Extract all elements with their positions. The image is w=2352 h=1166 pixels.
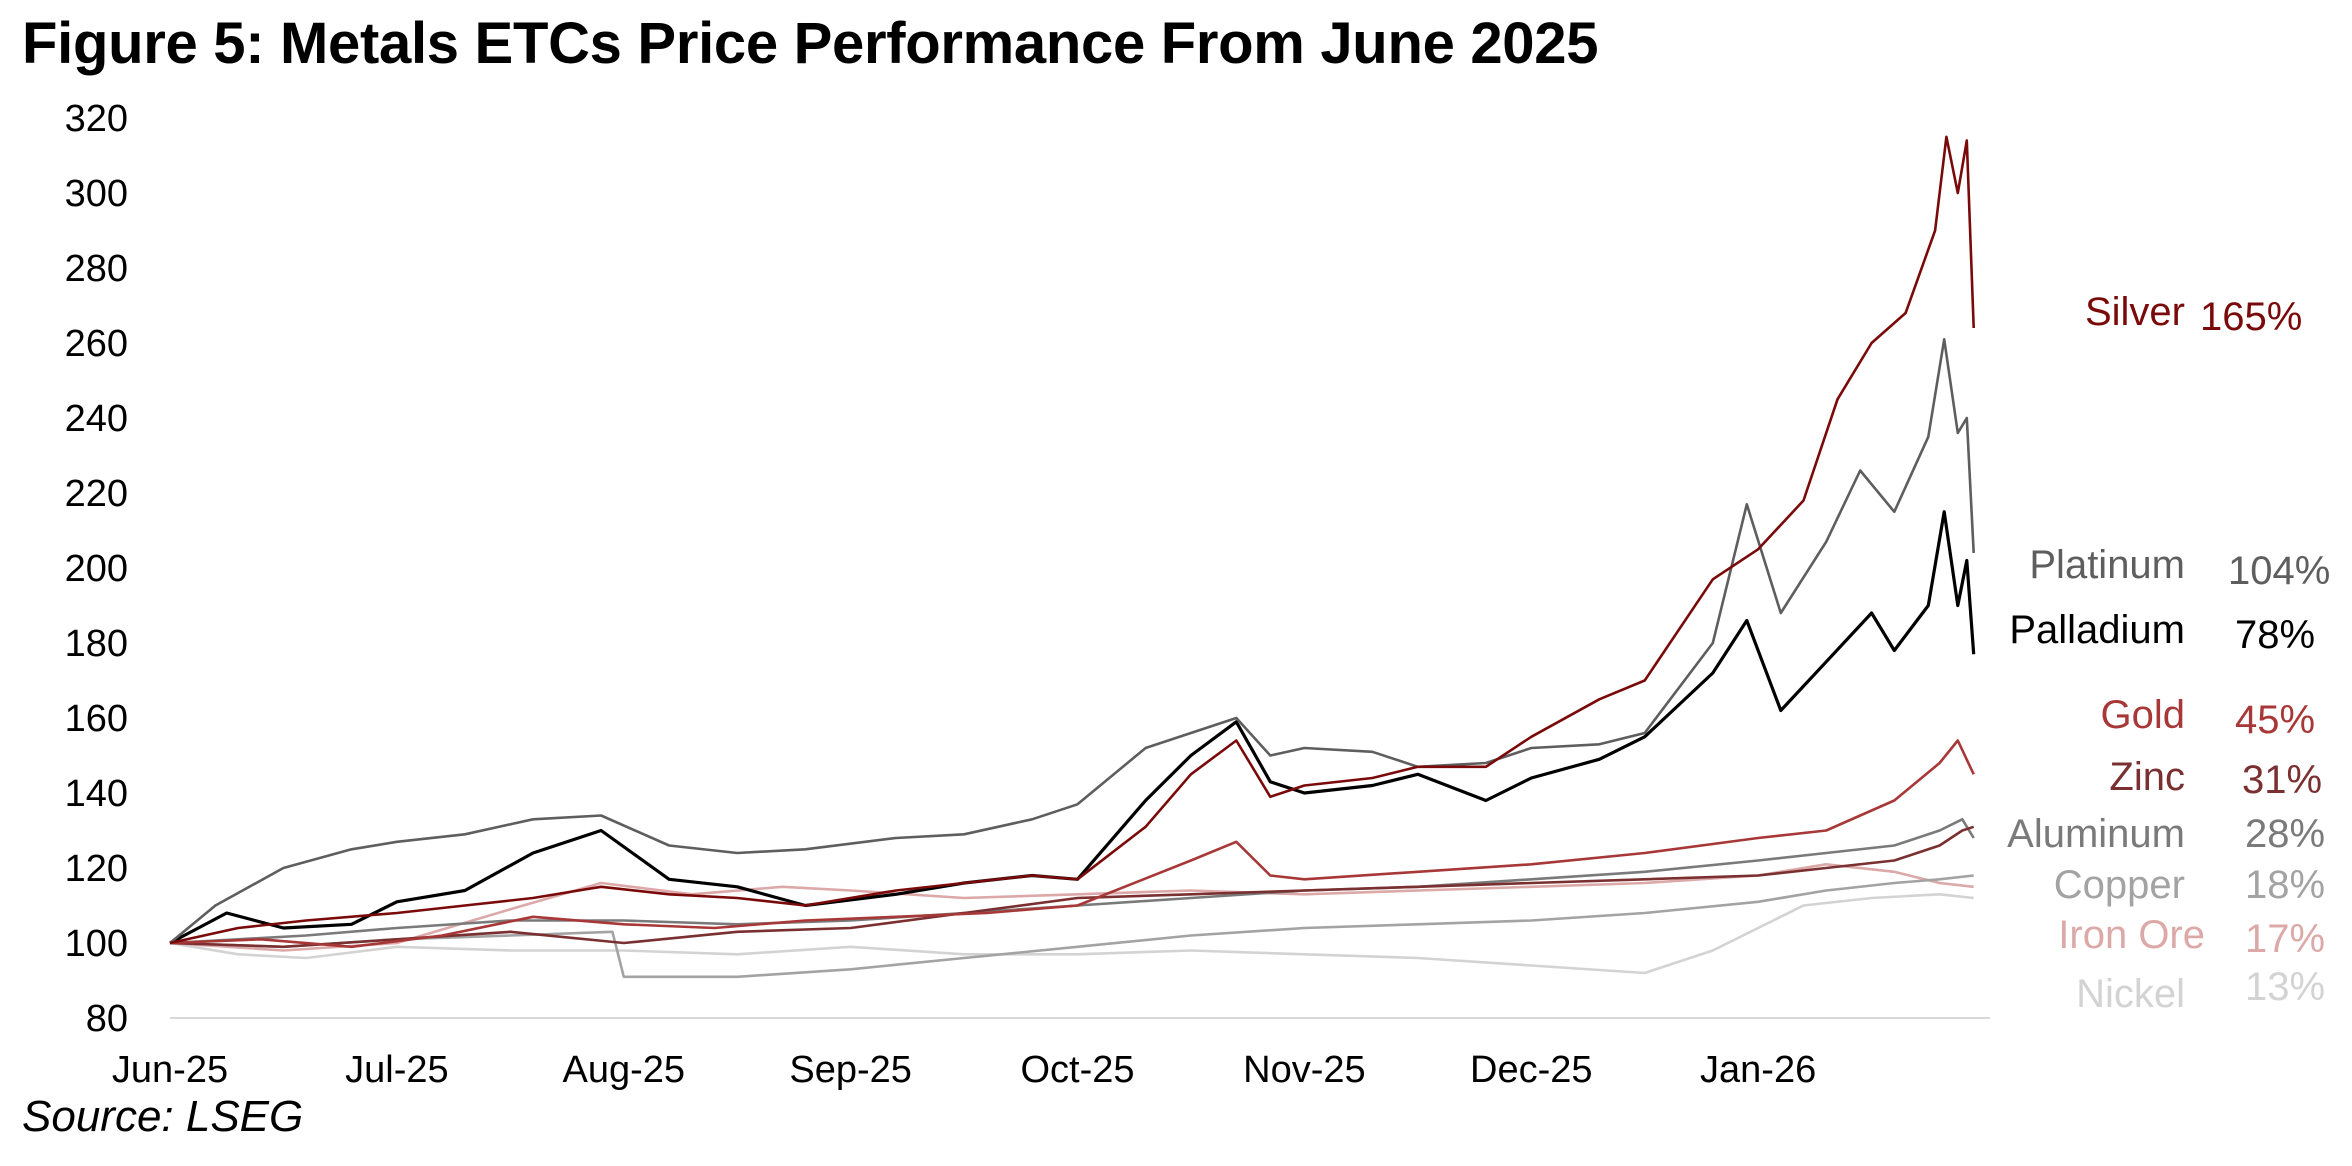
series-lines	[169, 135, 1976, 979]
end-value-silver: 165%	[2200, 295, 2302, 339]
y-tick-label: 260	[65, 323, 128, 365]
y-tick-label: 240	[65, 398, 128, 440]
end-label-gold: Gold	[2101, 693, 2186, 737]
series-line-zinc	[169, 825, 1975, 949]
x-tick-label: Sep-25	[789, 1049, 912, 1091]
series-line-gold	[169, 739, 1975, 949]
end-label-copper: Copper	[2054, 863, 2185, 907]
y-tick-label: 300	[65, 173, 128, 215]
y-tick-label: 80	[86, 998, 128, 1040]
y-tick-label: 200	[65, 548, 128, 590]
end-value-iron-ore: 17%	[2245, 917, 2325, 961]
series-line-iron-ore	[169, 862, 1974, 952]
x-tick-label: Jan-26	[1700, 1049, 1816, 1091]
end-label-iron-ore: Iron Ore	[2058, 913, 2205, 957]
y-tick-label: 140	[65, 773, 128, 815]
end-value-aluminum: 28%	[2245, 812, 2325, 856]
series-line-silver	[169, 135, 1975, 945]
y-tick-label: 180	[65, 623, 128, 665]
end-value-platinum: 104%	[2228, 549, 2330, 593]
chart-title: Figure 5: Metals ETCs Price Performance …	[22, 11, 1599, 76]
x-tick-label: Dec-25	[1470, 1049, 1593, 1091]
y-tick-label: 100	[65, 923, 128, 965]
end-value-nickel: 13%	[2245, 965, 2325, 1009]
series-line-copper	[169, 874, 1974, 979]
end-value-copper: 18%	[2245, 863, 2325, 907]
y-axis: 80 100 120 140 160 180 200 220 240 260 280 300 320	[65, 98, 128, 1040]
series-line-platinum	[169, 337, 1975, 945]
x-tick-label: Aug-25	[562, 1049, 685, 1091]
y-tick-label: 220	[65, 473, 128, 515]
x-axis: Jun-25 Jul-25 Aug-25 Sep-25 Oct-25 Nov-25 Dec-…	[112, 1049, 1816, 1091]
source-note: Source: LSEG	[22, 1092, 304, 1141]
end-value-palladium: 78%	[2235, 613, 2315, 657]
end-label-aluminum: Aluminum	[2007, 812, 2185, 856]
x-tick-label: Jun-25	[112, 1049, 228, 1091]
end-label-palladium: Palladium	[2009, 608, 2185, 652]
end-value-gold: 45%	[2235, 698, 2315, 742]
end-value-zinc: 31%	[2242, 758, 2322, 802]
end-label-nickel: Nickel	[2076, 972, 2185, 1016]
end-label-platinum: Platinum	[2029, 543, 2185, 587]
y-tick-label: 320	[65, 98, 128, 140]
y-tick-label: 280	[65, 248, 128, 290]
series-line-palladium	[169, 510, 1976, 945]
end-label-zinc: Zinc	[2109, 755, 2185, 799]
y-tick-label: 120	[65, 848, 128, 890]
x-tick-label: Nov-25	[1243, 1049, 1366, 1091]
y-tick-label: 160	[65, 698, 128, 740]
end-label-silver: Silver	[2085, 290, 2185, 334]
x-tick-label: Jul-25	[345, 1049, 449, 1091]
x-tick-label: Oct-25	[1020, 1049, 1134, 1091]
series-line-aluminum	[169, 817, 1975, 945]
series-line-nickel	[169, 892, 1974, 975]
end-labels: Nickel 13% Iron Ore 17% Copper 18% Aluminum 28%…	[2007, 290, 2330, 1016]
